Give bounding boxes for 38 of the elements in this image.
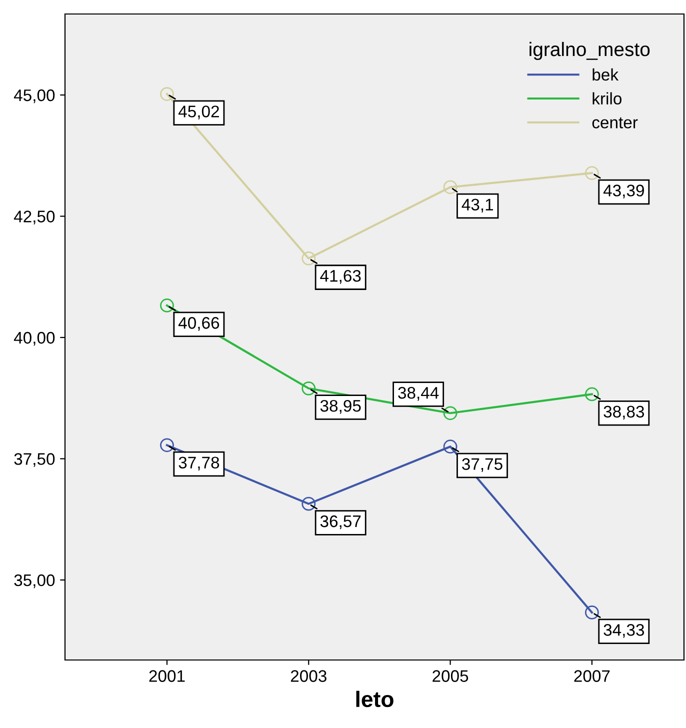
legend-label: krilo <box>592 92 622 104</box>
x-tick-label: 2001 <box>149 670 185 682</box>
x-tick-label: 2007 <box>574 670 610 682</box>
data-label: 38,95 <box>320 400 361 414</box>
point <box>160 438 174 452</box>
point <box>302 381 316 396</box>
data-label: 41,63 <box>320 270 361 284</box>
point <box>584 166 599 180</box>
data-label: 37,78 <box>178 456 220 470</box>
legend-label: bek <box>592 68 619 81</box>
point <box>443 180 458 194</box>
legend-label: center <box>592 117 638 128</box>
y-tick-label: 45,00 <box>14 89 55 104</box>
point <box>584 387 599 402</box>
y-tick-label: 35,00 <box>14 574 55 588</box>
data-label: 45,02 <box>178 106 219 120</box>
x-tick-label: 2005 <box>432 670 468 682</box>
y-tick-label: 37,50 <box>14 453 55 467</box>
data-label: 43,1 <box>462 198 494 212</box>
point <box>584 606 599 620</box>
data-label: 37,75 <box>462 458 502 472</box>
data-label: 40,66 <box>178 317 220 331</box>
point <box>443 440 458 454</box>
y-tick-label: 42,50 <box>14 210 55 224</box>
x-tick-label: 2003 <box>290 670 326 682</box>
x-axis-title: leto <box>356 690 394 708</box>
data-label: 34,33 <box>604 624 644 638</box>
data-label: 38,44 <box>398 386 439 401</box>
point <box>443 406 458 420</box>
data-label: 38,83 <box>604 406 644 420</box>
legend-title: igralno_mesto <box>530 42 650 60</box>
data-label: 43,39 <box>603 184 644 198</box>
data-label: 36,57 <box>320 515 361 530</box>
point <box>160 298 174 312</box>
point <box>302 251 316 266</box>
y-tick-label: 40,00 <box>14 332 55 346</box>
point <box>160 87 174 101</box>
point <box>302 496 316 511</box>
